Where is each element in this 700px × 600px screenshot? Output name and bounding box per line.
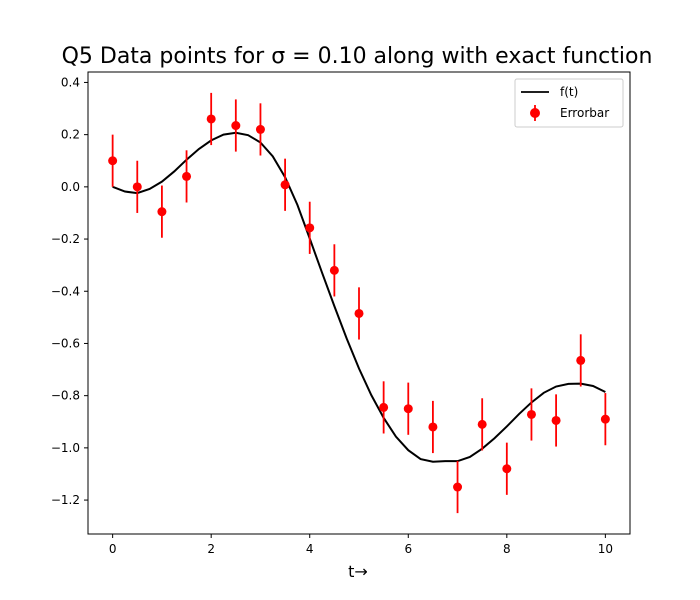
data-point — [453, 482, 463, 492]
x-tick-label: 2 — [207, 542, 215, 556]
y-tick-label: −0.2 — [51, 232, 80, 246]
y-tick-label: 0.0 — [61, 180, 80, 194]
y-tick-label: −1.2 — [51, 493, 80, 507]
plot-frame — [87, 71, 631, 535]
data-point — [526, 409, 536, 419]
data-point — [182, 171, 192, 181]
y-tick-label: −0.6 — [51, 336, 80, 350]
x-tick-label: 6 — [404, 542, 412, 556]
y-tick-label: −1.0 — [51, 441, 80, 455]
data-point — [576, 355, 586, 365]
x-tick-label: 10 — [598, 542, 613, 556]
data-point — [403, 404, 413, 414]
data-point — [255, 124, 265, 134]
x-axis-label: t→ — [348, 562, 368, 581]
data-point — [108, 156, 118, 166]
data-point — [477, 419, 487, 429]
x-tick-label: 0 — [109, 542, 117, 556]
x-tick-label: 8 — [503, 542, 511, 556]
y-tick-label: 0.2 — [61, 128, 80, 142]
data-point — [280, 180, 290, 190]
chart-title: Q5 Data points for σ = 0.10 along with e… — [62, 44, 653, 69]
data-point — [502, 464, 512, 474]
legend-marker-swatch — [530, 108, 540, 118]
data-point — [354, 308, 364, 318]
axes: 0 2 4 6 8 10 0.4 0.2 0.0 −0.2 −0.4 −0.6 −0.8 −1.0 −1.2 — [51, 71, 631, 556]
y-tick-label: 0.4 — [61, 75, 80, 89]
data-point — [231, 121, 241, 131]
data-point — [329, 265, 339, 275]
exact-function-line — [112, 131, 606, 463]
data-point — [305, 223, 315, 233]
legend-label-errorbar: Errorbar — [560, 106, 609, 120]
data-point — [600, 414, 610, 424]
y-tick-label: −0.8 — [51, 389, 80, 403]
data-point — [379, 402, 389, 412]
plot-area — [108, 92, 610, 514]
y-tick-label: −0.4 — [51, 284, 80, 298]
data-point — [157, 207, 167, 217]
data-point — [428, 422, 438, 432]
data-point — [206, 114, 216, 124]
data-point — [132, 182, 142, 192]
legend-box — [514, 78, 624, 128]
x-tick-label: 4 — [306, 542, 314, 556]
data-point — [551, 415, 561, 425]
legend: f(t) Errorbar — [514, 78, 624, 128]
legend-label-line: f(t) — [560, 85, 578, 99]
